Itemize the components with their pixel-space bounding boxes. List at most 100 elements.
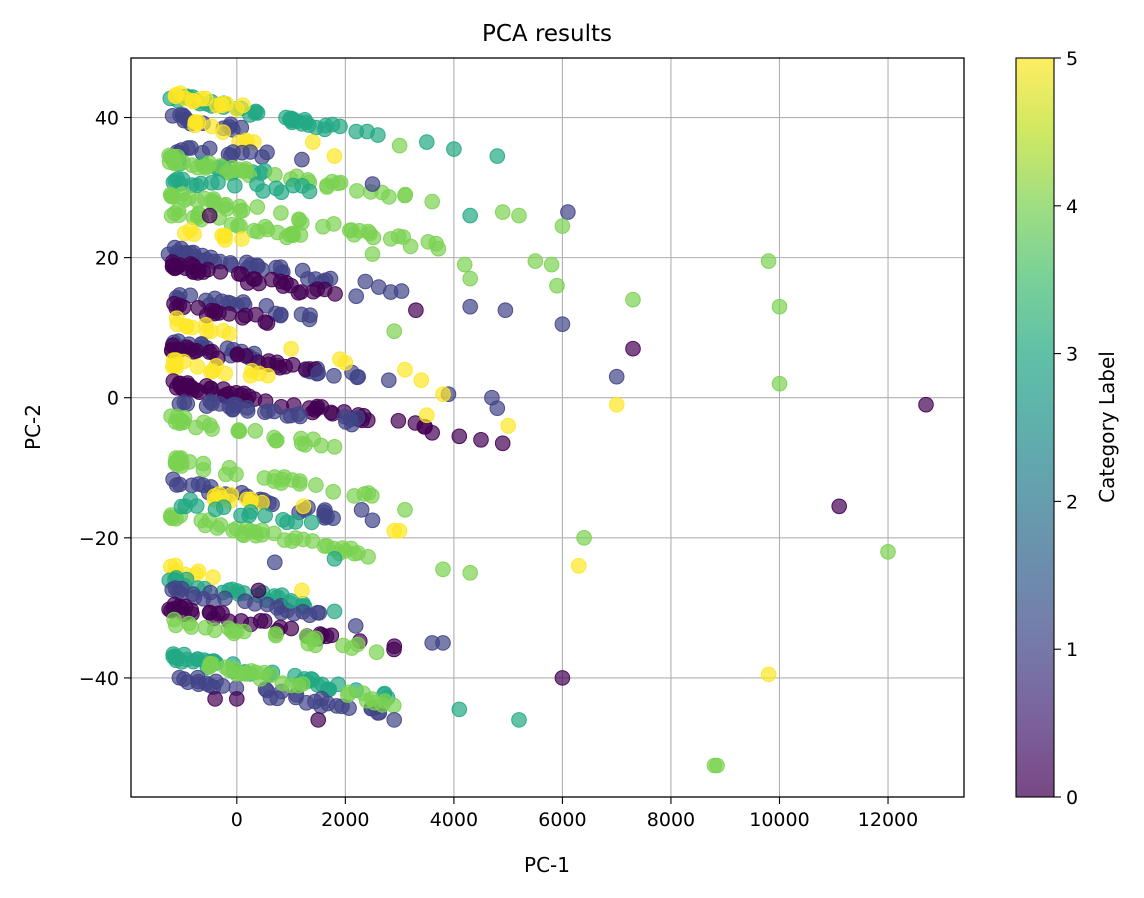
scatter-point — [308, 119, 324, 136]
scatter-point — [315, 218, 331, 235]
colorbar-label: Category Label — [1095, 351, 1119, 503]
scatter-point — [251, 275, 267, 292]
scatter-point — [277, 358, 294, 375]
scatter-point — [269, 432, 285, 449]
scatter-point — [168, 352, 184, 368]
scatter-point — [344, 640, 360, 656]
scatter-point — [164, 510, 180, 527]
scatter-point — [255, 183, 271, 199]
scatter-point — [313, 698, 329, 715]
scatter-point — [284, 533, 300, 549]
scatter-point — [221, 326, 238, 342]
scatter-point — [308, 477, 324, 493]
y-axis-ticks: −40 −20 0 20 40 — [79, 108, 131, 690]
scatter-point — [435, 635, 451, 651]
scatter-point — [204, 656, 220, 672]
scatter-point — [326, 368, 342, 384]
scatter-point — [364, 246, 381, 262]
scatter-point — [570, 558, 587, 574]
scatter-point — [214, 227, 230, 244]
scatter-point — [191, 263, 207, 279]
scatter-point — [554, 316, 571, 333]
scatter-point — [489, 400, 506, 417]
scatter-point — [189, 358, 206, 375]
scatter-point — [285, 177, 302, 194]
scatter-point — [451, 428, 468, 445]
scatter-point — [209, 520, 226, 536]
scatter-point — [366, 694, 383, 711]
colorbar-ticks: 0 1 2 3 4 5 — [1054, 48, 1078, 809]
scatter-points — [160, 85, 934, 774]
scatter-point — [625, 340, 641, 357]
scatter-point — [257, 314, 274, 330]
scatter-point — [386, 323, 403, 340]
scatter-point — [316, 504, 332, 520]
scatter-point — [304, 533, 321, 549]
scatter-point — [274, 471, 291, 488]
scatter-point — [181, 615, 197, 632]
scatter-point — [428, 235, 444, 252]
scatter-point — [462, 207, 479, 224]
scatter-point — [608, 368, 625, 385]
y-axis-title: PC-2 — [21, 404, 45, 450]
scatter-point — [177, 225, 193, 242]
scatter-point — [319, 177, 335, 194]
scatter-point — [257, 507, 274, 524]
scatter-point — [397, 186, 414, 203]
scatter-point — [880, 544, 896, 560]
scatter-point — [326, 603, 343, 620]
scatter-point — [203, 118, 220, 135]
scatter-point — [184, 477, 200, 494]
scatter-point — [201, 207, 218, 224]
scatter-point — [381, 372, 397, 389]
scatter-point — [554, 218, 571, 234]
scatter-point — [576, 530, 592, 546]
scatter-point — [185, 653, 202, 670]
colorbar-tick-label: 4 — [1066, 196, 1078, 218]
y-tick-label: 40 — [95, 108, 119, 130]
scatter-point — [251, 365, 268, 382]
scatter-point — [172, 85, 189, 101]
scatter-point — [201, 155, 218, 171]
scatter-point — [174, 580, 190, 597]
scatter-point — [554, 670, 571, 686]
scatter-point — [174, 186, 190, 202]
scatter-point — [268, 180, 285, 197]
scatter-point — [435, 386, 451, 403]
scatter-point — [356, 486, 373, 502]
scatter-point — [197, 619, 214, 636]
scatter-point — [497, 302, 514, 319]
scatter-point — [282, 111, 298, 128]
scatter-point — [918, 396, 934, 413]
scatter-point — [165, 148, 181, 165]
scatter-point — [307, 637, 324, 654]
scatter-point — [337, 543, 353, 559]
scatter-point — [203, 193, 220, 209]
x-tick-label: 2000 — [321, 809, 369, 831]
scatter-point — [771, 375, 788, 392]
scatter-point — [176, 394, 193, 411]
scatter-point — [165, 373, 182, 389]
y-tick-label: −20 — [79, 528, 119, 550]
scatter-point — [290, 406, 306, 423]
scatter-point — [168, 650, 185, 666]
scatter-point — [247, 105, 263, 121]
scatter-point — [182, 287, 199, 304]
scatter-point — [560, 204, 576, 220]
colorbar-tick-label: 2 — [1066, 491, 1078, 513]
scatter-point — [187, 114, 204, 130]
scatter-point — [350, 369, 367, 385]
x-tick-label: 4000 — [430, 809, 478, 831]
scatter-point — [202, 417, 218, 434]
scatter-point — [419, 407, 435, 424]
scatter-point — [297, 437, 313, 453]
scatter-point — [212, 396, 228, 412]
scatter-point — [188, 498, 205, 514]
scatter-point — [268, 627, 284, 644]
scatter-point — [173, 498, 190, 515]
scatter-point — [274, 675, 291, 692]
scatter-point — [229, 346, 246, 363]
scatter-point — [204, 343, 220, 360]
colorbar-tick-label: 3 — [1066, 344, 1078, 366]
scatter-point — [549, 277, 565, 294]
